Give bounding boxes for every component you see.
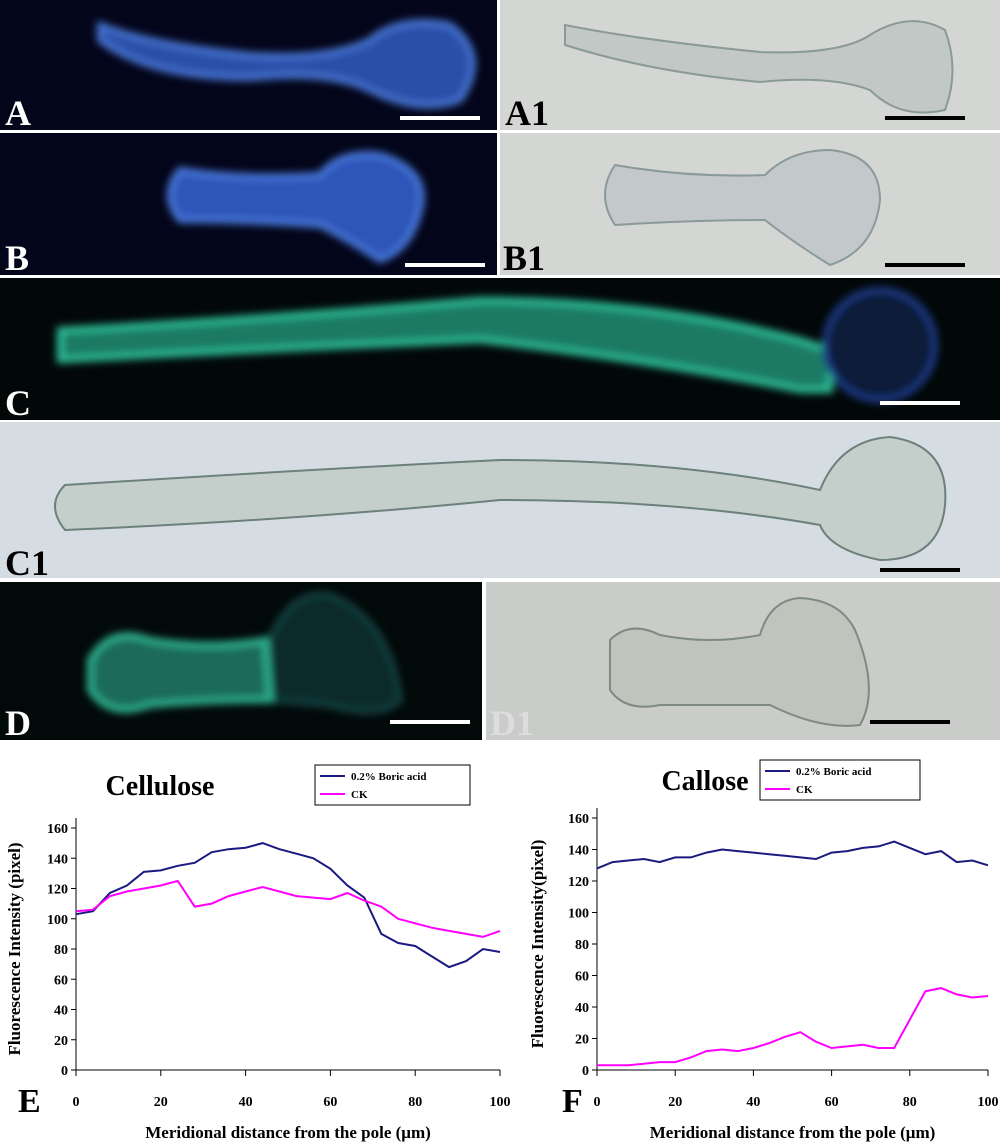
y-tick-label: 120 — [47, 883, 68, 898]
panel-label: C — [5, 383, 31, 423]
y-tick-label: 20 — [575, 1033, 589, 1048]
legend-box — [314, 764, 471, 806]
legend-label: 0.2% Boric acid — [351, 771, 426, 783]
x-axis-label: Meridional distance from the pole (μm) — [145, 1123, 431, 1142]
panel-label: A1 — [505, 93, 549, 133]
panel-label: E — [18, 1083, 41, 1120]
y-tick-label: 20 — [54, 1034, 68, 1049]
y-tick-label: 100 — [47, 913, 68, 928]
x-axis-label: Meridional distance from the pole (μm) — [650, 1123, 936, 1142]
cell — [54, 435, 947, 562]
legend-box — [759, 759, 921, 801]
x-tick-label: 40 — [239, 1095, 253, 1110]
panel-label: C1 — [5, 543, 49, 583]
chart-title: Cellulose — [106, 771, 215, 802]
cell — [609, 596, 870, 727]
x-tick-label: 100 — [490, 1095, 511, 1110]
y-tick-label: 60 — [575, 970, 589, 985]
x-tick-label: 80 — [903, 1095, 917, 1110]
panel-label: A — [5, 93, 31, 133]
data-line — [75, 879, 501, 938]
y-tick-label: 40 — [54, 1004, 68, 1019]
y-axis-label: Fluorescence Intensity(pixel) — [528, 840, 547, 1049]
x-tick-label: 40 — [746, 1095, 760, 1110]
panel-label: B — [5, 238, 29, 278]
data-line — [75, 842, 501, 969]
y-axis-label: Fluorescence Intensity (pixel) — [5, 842, 24, 1055]
chart-title: Callose — [661, 766, 748, 797]
legend-label: CK — [351, 789, 368, 801]
x-tick-label: 0 — [594, 1095, 601, 1110]
y-tick-label: 140 — [568, 844, 589, 859]
data-line — [596, 840, 989, 870]
x-tick-label: 20 — [668, 1095, 682, 1110]
y-tick-label: 0 — [61, 1064, 68, 1079]
y-tick-label: 140 — [47, 852, 68, 867]
x-tick-label: 0 — [73, 1095, 80, 1110]
cell — [564, 20, 954, 114]
legend-label: CK — [796, 784, 813, 796]
legend-label: 0.2% Boric acid — [796, 766, 871, 778]
y-tick-label: 40 — [575, 1001, 589, 1016]
x-tick-label: 20 — [154, 1095, 168, 1110]
cell — [604, 148, 882, 267]
y-tick-label: 160 — [568, 812, 589, 827]
y-tick-label: 120 — [568, 875, 589, 890]
y-tick-label: 0 — [582, 1064, 589, 1079]
panel-label: D1 — [490, 703, 534, 743]
data-line — [597, 987, 989, 1067]
y-tick-label: 60 — [54, 973, 68, 988]
panel-label: B1 — [503, 238, 545, 278]
y-tick-label: 80 — [54, 943, 68, 958]
x-tick-label: 60 — [825, 1095, 839, 1110]
x-tick-label: 100 — [978, 1095, 999, 1110]
y-tick-label: 100 — [568, 907, 589, 922]
y-tick-label: 160 — [47, 822, 68, 837]
x-tick-label: 80 — [408, 1095, 422, 1110]
panel-label: F — [562, 1083, 583, 1120]
y-tick-label: 80 — [575, 938, 589, 953]
panel-label: D — [5, 703, 31, 743]
x-tick-label: 60 — [323, 1095, 337, 1110]
